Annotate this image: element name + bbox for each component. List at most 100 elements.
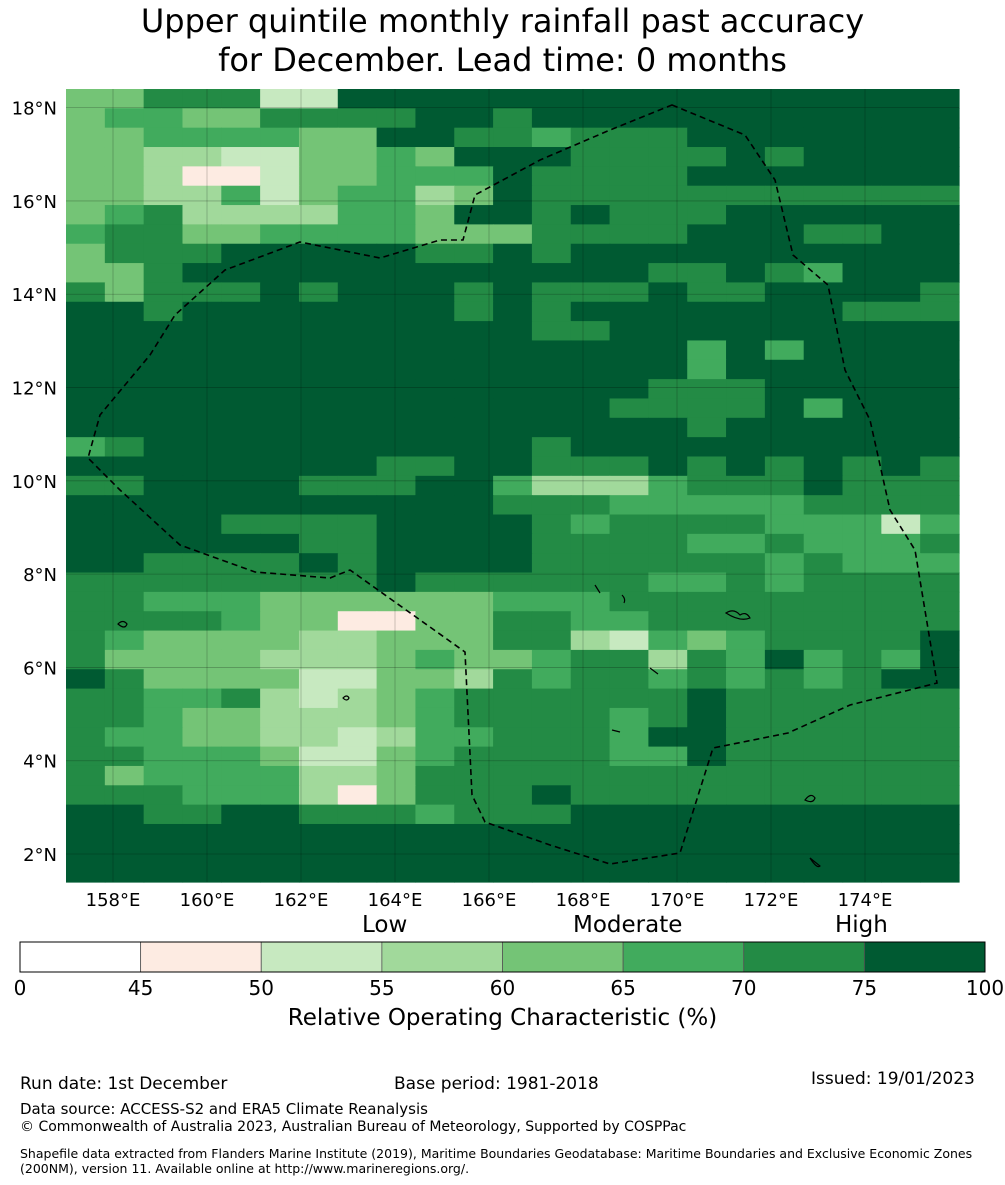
grid-cell [415,727,455,748]
island-outline [621,594,626,604]
grid-cell [803,804,844,825]
grid-cell [726,224,766,245]
grid-cell [260,224,300,245]
grid-cell [764,301,805,322]
grid-cell [531,321,572,342]
grid-cell [337,301,378,322]
grid-cell [648,243,688,264]
grid-cell [570,688,611,709]
grid-cell [182,785,222,806]
grid-cell [66,533,106,554]
grid-cell [104,127,145,148]
grid-cell [415,359,455,380]
grid-cell [609,533,649,554]
grid-cell [803,321,844,342]
grid-cell [376,379,417,400]
grid-cell [221,89,261,109]
grid-cell [842,263,882,284]
grid-cell [920,301,960,322]
grid-cell [570,727,611,748]
grid-cell [143,553,184,574]
longitude-tick-label: 168°E [556,890,611,911]
grid-cell [881,224,921,245]
grid-cell [415,282,455,303]
grid-cell [531,533,572,554]
grid-cell [260,572,300,593]
grid-cell [609,166,649,187]
grid-cell [298,127,339,148]
grid-cell [376,475,417,496]
grid-cell [493,417,533,438]
grid-cell [648,321,688,342]
grid-cell [881,669,921,690]
grid-cell [726,340,766,361]
grid-cell [687,533,727,554]
colorbar-segment [260,941,383,973]
data-source: Data source: ACCESS-S2 and ERA5 Climate … [20,1100,428,1118]
grid-cell [570,514,611,535]
grid-cell [143,127,184,148]
grid-cell [454,475,494,496]
grid-cell [920,417,960,438]
grid-cell [764,707,805,728]
grid-cell [648,263,688,284]
latitude-tick-label: 10°N [12,472,57,493]
grid-cell [726,108,766,129]
grid-cell [376,765,417,786]
grid-cell [609,263,649,284]
grid-cell [764,553,805,574]
eez-boundary-line [87,104,938,865]
grid-cell [687,475,727,496]
grid-cell [221,359,261,380]
grid-cell [687,205,727,225]
grid-cell [493,379,533,400]
grid-cell [260,765,300,786]
grid-cell [104,533,145,554]
grid-cell [143,495,184,516]
grid-cell [454,398,494,419]
grid-cell [842,533,882,554]
grid-cell [493,514,533,535]
grid-cell [881,89,921,109]
grid-cell [881,765,921,786]
grid-cell [182,553,222,574]
grid-cell [881,553,921,574]
grid-cell [803,611,844,632]
grid-cell [298,282,339,303]
grid-cell [66,688,106,709]
grid-cell [920,862,960,883]
grid-cell [881,398,921,419]
grid-cell [260,591,300,612]
grid-cell [570,669,611,690]
grid-cell [415,669,455,690]
grid-cell [842,398,882,419]
grid-cell [298,301,339,322]
grid-cell [609,611,649,632]
grid-cell [920,185,960,206]
grid-cell [454,321,494,342]
grid-cell [764,765,805,786]
grid-cell [260,340,300,361]
grid-cell [260,514,300,535]
grid-cell [104,301,145,322]
grid-cell [337,263,378,284]
grid-cell [493,495,533,516]
colorbar-tick-label: 100 [965,976,1005,1000]
grid-cell [803,166,844,187]
grid-cell [726,591,766,612]
latitude-tick-label: 6°N [23,658,57,679]
grid-cell [143,591,184,612]
grid-cell [570,611,611,632]
grid-cell [143,785,184,806]
grid-cell [648,185,688,206]
grid-cell [570,495,611,516]
grid-cell [764,147,805,167]
grid-cell [920,591,960,612]
grid-cell [764,321,805,342]
grid-cell [221,688,261,709]
grid-cell [298,224,339,245]
grid-cell [454,533,494,554]
grid-cell [221,862,261,883]
grid-cell [182,611,222,632]
grid-cell [298,591,339,612]
